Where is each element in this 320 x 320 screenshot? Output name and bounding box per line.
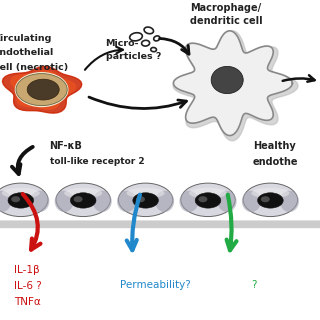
- Ellipse shape: [133, 193, 158, 208]
- Text: cell (necrotic): cell (necrotic): [0, 63, 68, 72]
- Ellipse shape: [117, 191, 136, 212]
- Ellipse shape: [93, 191, 112, 212]
- Ellipse shape: [56, 183, 110, 217]
- Ellipse shape: [36, 93, 41, 96]
- Ellipse shape: [2, 188, 40, 198]
- Text: endothe: endothe: [253, 156, 298, 167]
- Ellipse shape: [64, 188, 102, 198]
- Ellipse shape: [48, 85, 52, 88]
- Ellipse shape: [127, 188, 164, 198]
- Ellipse shape: [31, 84, 39, 89]
- Ellipse shape: [243, 183, 298, 217]
- Polygon shape: [173, 31, 292, 136]
- Ellipse shape: [0, 183, 48, 217]
- Ellipse shape: [0, 191, 11, 212]
- Ellipse shape: [180, 191, 198, 212]
- Ellipse shape: [136, 196, 145, 202]
- Ellipse shape: [252, 188, 290, 198]
- Ellipse shape: [8, 193, 34, 208]
- Ellipse shape: [181, 183, 235, 217]
- Text: particles ?: particles ?: [106, 52, 161, 60]
- Ellipse shape: [16, 74, 67, 106]
- Ellipse shape: [261, 196, 270, 202]
- Text: TNFα: TNFα: [14, 297, 41, 308]
- Text: Permeability?: Permeability?: [120, 280, 191, 290]
- Text: ?: ?: [251, 280, 257, 290]
- Text: Macrophage/: Macrophage/: [190, 3, 261, 13]
- Polygon shape: [11, 71, 76, 109]
- Ellipse shape: [195, 193, 221, 208]
- Ellipse shape: [218, 191, 236, 212]
- Ellipse shape: [44, 89, 49, 93]
- Ellipse shape: [15, 72, 68, 107]
- Ellipse shape: [198, 196, 207, 202]
- Text: NF-κB: NF-κB: [50, 140, 83, 151]
- Ellipse shape: [280, 191, 299, 212]
- Ellipse shape: [211, 67, 243, 94]
- Ellipse shape: [55, 191, 74, 212]
- Text: IL-6 ?: IL-6 ?: [14, 281, 42, 292]
- Ellipse shape: [11, 196, 20, 202]
- Ellipse shape: [74, 196, 83, 202]
- Ellipse shape: [258, 193, 283, 208]
- Text: dendritic cell: dendritic cell: [190, 16, 263, 26]
- Text: endothelial: endothelial: [0, 48, 54, 57]
- Ellipse shape: [155, 191, 174, 212]
- Ellipse shape: [242, 191, 261, 212]
- Ellipse shape: [118, 183, 173, 217]
- Text: Circulating: Circulating: [0, 34, 52, 43]
- Text: IL-1β: IL-1β: [14, 265, 40, 276]
- Text: Micro-: Micro-: [106, 39, 139, 48]
- Text: toll-like receptor 2: toll-like receptor 2: [50, 157, 144, 166]
- Polygon shape: [3, 66, 82, 113]
- Ellipse shape: [27, 79, 59, 100]
- Polygon shape: [173, 31, 298, 141]
- Ellipse shape: [189, 188, 227, 198]
- Ellipse shape: [70, 193, 96, 208]
- Ellipse shape: [30, 191, 49, 212]
- Text: Healthy: Healthy: [253, 140, 296, 151]
